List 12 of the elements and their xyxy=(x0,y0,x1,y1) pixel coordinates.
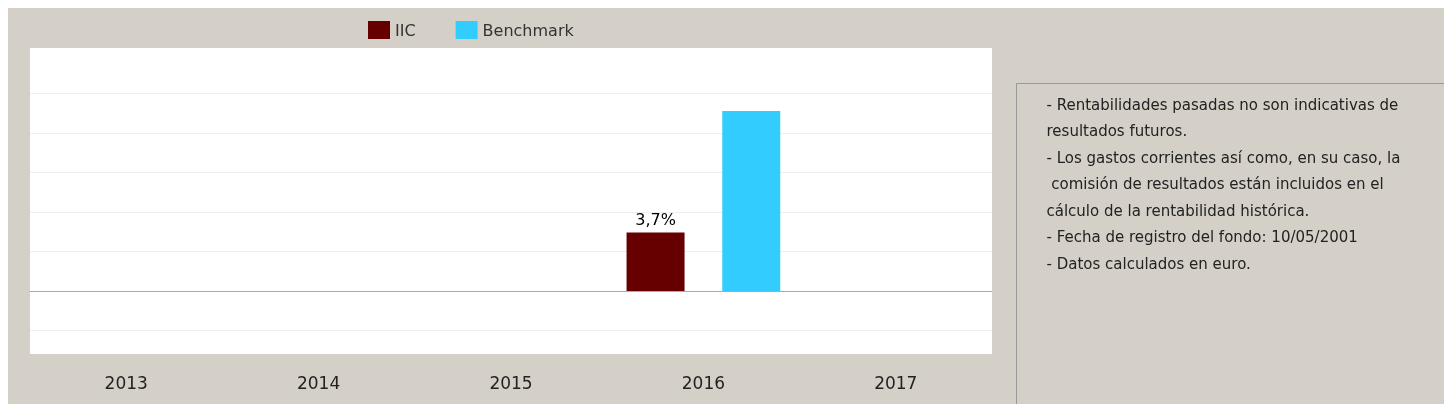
x-tick-label: 2015 xyxy=(489,372,533,393)
legend-label: Benchmark xyxy=(482,20,575,40)
text: - Fecha de registro del fondo: 10/05/2001 xyxy=(1046,228,1358,247)
text: - Rentabilidades pasadas no son indicativas de resultados futuros. xyxy=(1046,95,1404,141)
data-label: 3,7% xyxy=(635,210,676,230)
x-tick-label: 2017 xyxy=(874,372,918,393)
text: - Los gastos corrientes así como, en su caso, la comisión de resultados están incluidos en el cálculo de la rentabilidad histórica. xyxy=(1046,148,1401,220)
legend-label: IIC xyxy=(395,20,416,40)
x-tick-label: 2013 xyxy=(104,372,148,393)
text: - Datos calculados en euro. xyxy=(1046,254,1251,273)
x-tick-label: 2016 xyxy=(681,372,726,393)
x-tick-label: 2014 xyxy=(296,372,341,393)
